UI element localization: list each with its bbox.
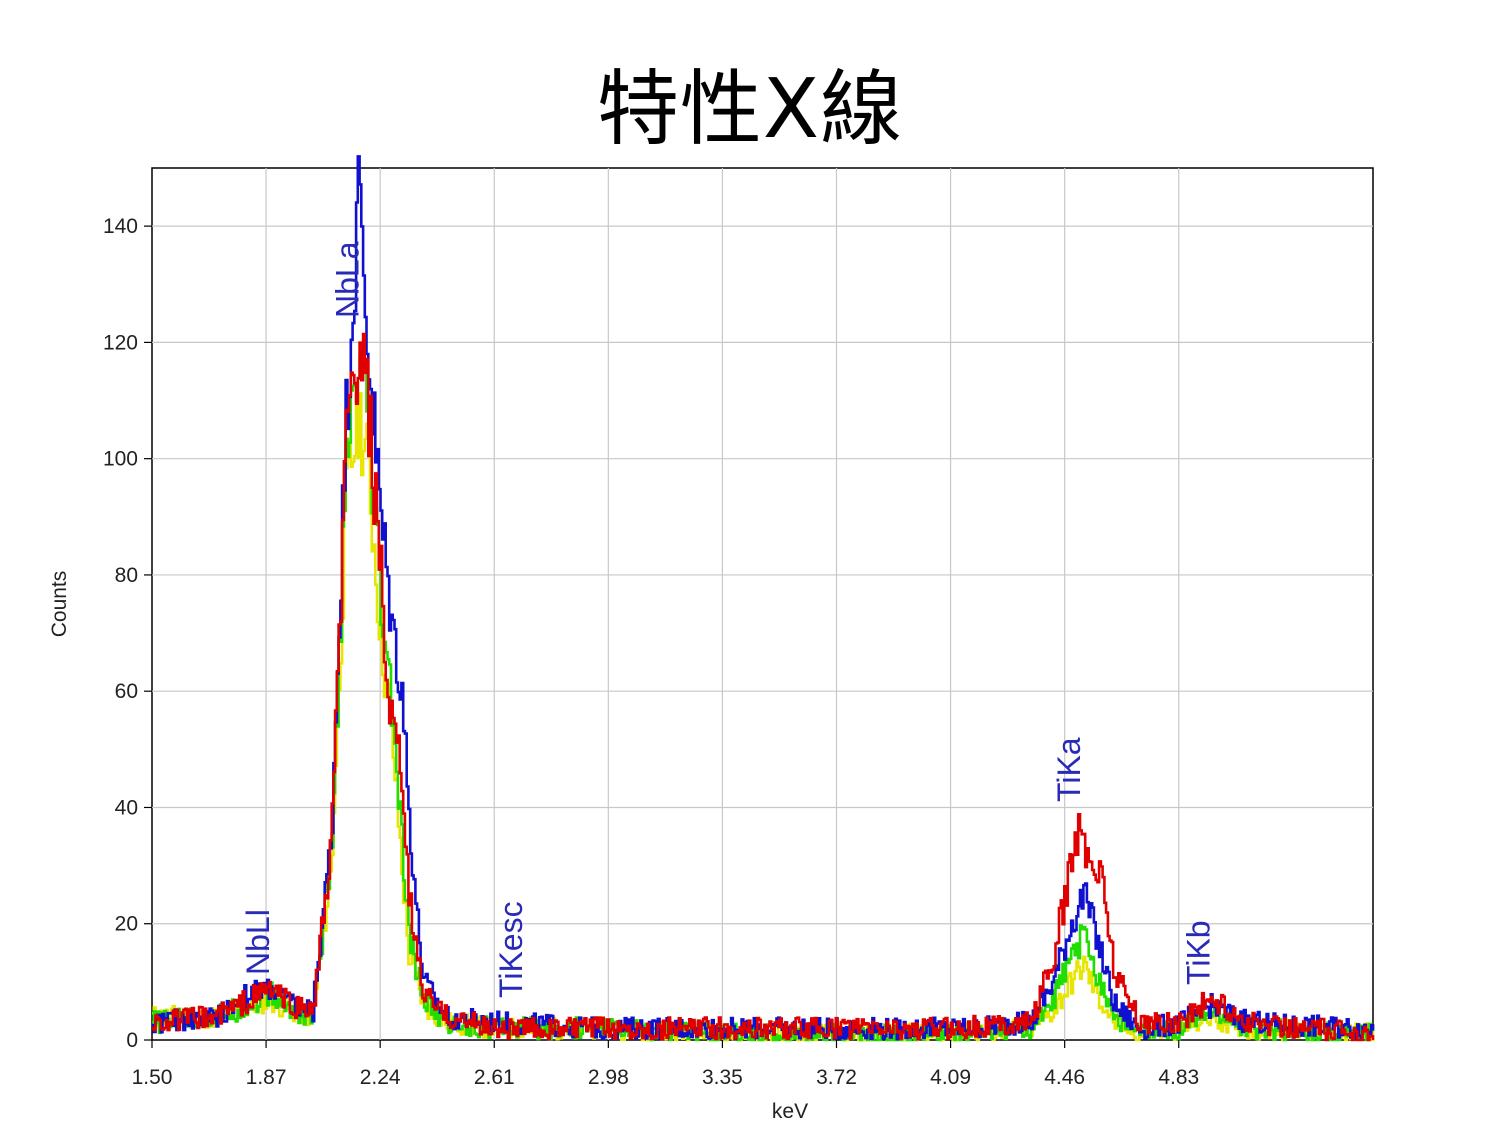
x-tick-label: 3.72 xyxy=(816,1066,857,1089)
spectrum-series xyxy=(152,332,1375,1042)
y-tick-label: 60 xyxy=(115,680,138,703)
peak-label: NbLa xyxy=(330,241,366,318)
peak-label: TiKb xyxy=(1181,920,1217,985)
y-tick-label: 20 xyxy=(115,913,138,936)
grid-lines xyxy=(152,168,1373,1040)
y-axis-title: Counts xyxy=(48,571,71,638)
x-tick-label: 1.50 xyxy=(132,1066,173,1089)
x-axis-title: keV xyxy=(772,1100,808,1123)
y-tick-label: 100 xyxy=(103,448,138,471)
y-tick-label: 120 xyxy=(103,331,138,354)
peak-label: TiKesc xyxy=(493,901,529,998)
spectrum-series xyxy=(152,155,1375,1041)
peak-labels: NbLl NbLa TiKesc TiKa TiKb xyxy=(240,241,1216,998)
x-tick-label: 4.46 xyxy=(1044,1066,1085,1089)
y-tick-label: 0 xyxy=(126,1029,138,1052)
series-layer xyxy=(152,155,1375,1042)
x-tick-label: 4.83 xyxy=(1158,1066,1199,1089)
slide-title: 特性X線 xyxy=(596,62,904,157)
y-tick-label: 40 xyxy=(115,796,138,819)
y-tick-label: 80 xyxy=(115,564,138,587)
peak-label: NbLl xyxy=(240,909,276,975)
y-tick-label: 140 xyxy=(103,215,138,238)
axis-ticks: 1.50 1.87 2.24 2.61 2.98 3.35 3.72 4.09 4.46 4.83… xyxy=(103,215,1199,1089)
x-tick-label: 1.87 xyxy=(246,1066,287,1089)
x-tick-label: 2.98 xyxy=(588,1066,629,1089)
x-tick-label: 2.61 xyxy=(474,1066,515,1089)
x-tick-label: 4.09 xyxy=(930,1066,971,1089)
peak-label: TiKa xyxy=(1051,737,1087,802)
x-tick-label: 3.35 xyxy=(702,1066,743,1089)
x-tick-label: 2.24 xyxy=(360,1066,401,1089)
